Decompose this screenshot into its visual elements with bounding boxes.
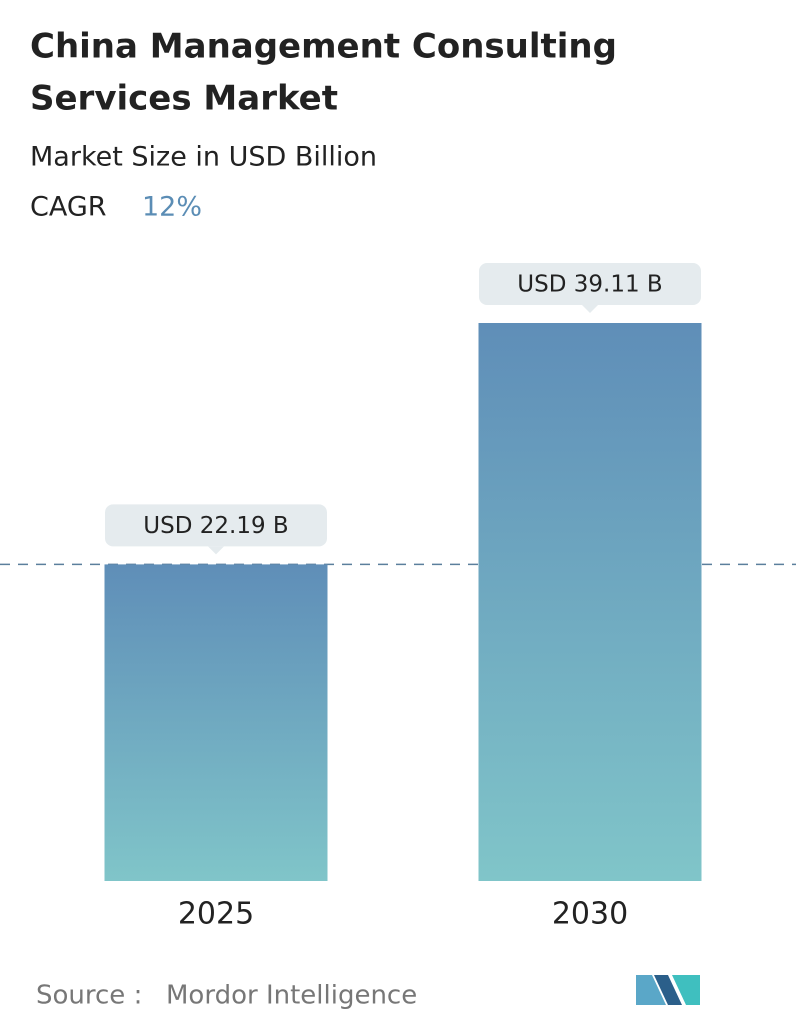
callout-pointer	[582, 305, 598, 313]
x-tick-label: 2025	[178, 897, 254, 932]
chart-title: China Management Consulting	[30, 27, 617, 67]
callout-box	[479, 263, 701, 305]
bar	[104, 564, 328, 881]
value-callout: USD 39.11 B	[479, 263, 701, 313]
value-callout: USD 22.19 B	[105, 504, 327, 555]
source: Mordor Intelligence	[166, 981, 417, 1011]
cagr-label: CAGR	[30, 192, 107, 223]
value-label: USD 22.19 B	[143, 513, 288, 539]
chart-title: Services Market	[30, 79, 338, 119]
x-tick-label: 2030	[552, 897, 628, 932]
callout-pointer	[208, 546, 224, 555]
source-label: Source :	[36, 981, 142, 1011]
cagr-value: 12%	[142, 192, 202, 223]
callout-box	[105, 504, 327, 547]
logo	[636, 975, 700, 1005]
chart-subtitle: Market Size in USD Billion	[30, 142, 377, 173]
value-label: USD 39.11 B	[517, 272, 662, 298]
bar	[478, 323, 702, 881]
